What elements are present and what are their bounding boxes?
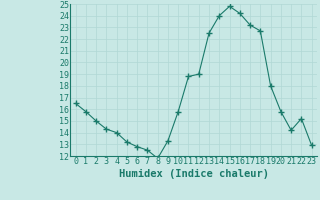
X-axis label: Humidex (Indice chaleur): Humidex (Indice chaleur): [119, 169, 268, 179]
